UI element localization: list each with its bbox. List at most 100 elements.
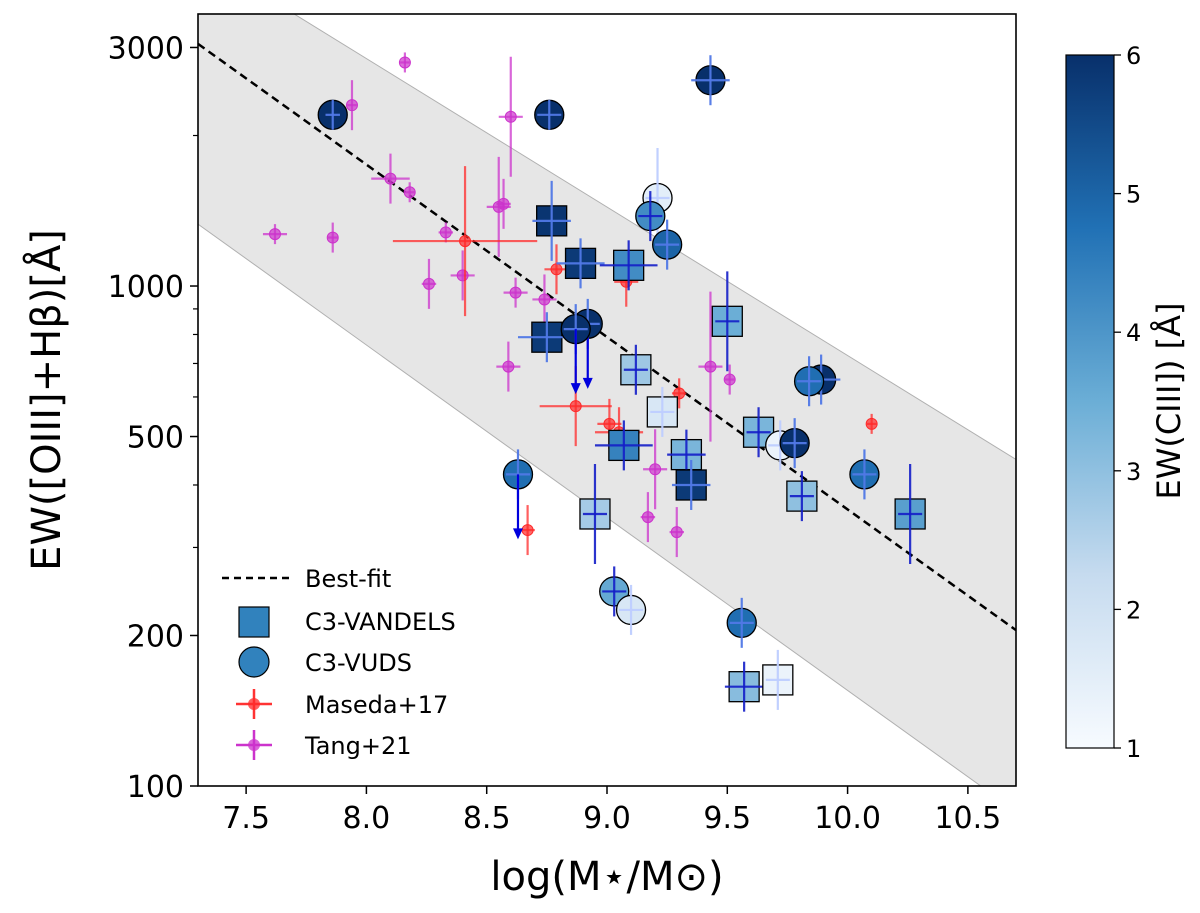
y-tick-label: 3000 — [108, 31, 184, 66]
vuds-point — [560, 304, 591, 395]
x-tick-label: 10.5 — [934, 801, 1001, 836]
point-marker — [268, 228, 281, 241]
tang-point — [345, 80, 358, 131]
tang-point — [262, 224, 288, 245]
x-axis-label: log(M⋆/M⊙) — [490, 854, 723, 900]
point-marker — [550, 263, 563, 276]
point-marker — [439, 226, 452, 239]
tang-point — [643, 429, 668, 510]
tang-point — [532, 274, 557, 325]
vuds-point — [793, 356, 825, 407]
vandels-point — [517, 312, 576, 363]
colorbar: 1 2 3 4 5 6 EW(CIII]) [Å] — [1065, 42, 1188, 763]
vandels-point — [556, 238, 605, 289]
maseda-point — [544, 244, 569, 295]
plot-background — [198, 14, 1016, 786]
legend-square-marker-icon — [238, 606, 270, 638]
tang-point — [496, 341, 521, 392]
point-marker — [521, 524, 534, 537]
legend-label-maseda: Maseda+17 — [305, 691, 448, 719]
point-marker — [641, 511, 654, 524]
vandels-point — [599, 240, 658, 291]
maseda-point — [392, 166, 538, 317]
point-marker — [723, 373, 736, 386]
colorbar-tick-label: 3 — [1126, 458, 1141, 486]
x-axis: 7.5 8.0 8.5 9.0 9.5 10.0 10.5 — [222, 786, 1001, 836]
point-marker — [569, 400, 582, 413]
point-marker — [403, 186, 416, 199]
vandels-point — [667, 429, 706, 480]
tang-point — [503, 277, 528, 308]
point-marker — [345, 99, 358, 112]
point-marker — [603, 417, 616, 430]
vuds-point — [849, 449, 880, 500]
point-marker — [673, 387, 686, 400]
tang-point — [669, 507, 684, 558]
vuds-point — [691, 55, 730, 106]
tang-point — [640, 492, 656, 543]
maseda-point — [865, 413, 878, 434]
vuds-point — [726, 597, 757, 648]
x-tick-label: 8.5 — [463, 801, 511, 836]
tang-point — [403, 182, 416, 203]
vandels-point — [532, 180, 571, 261]
vuds-point — [615, 584, 647, 635]
legend-circle-marker-icon — [238, 646, 270, 678]
legend: Best-fit C3-VANDELS C3-VUDS Maseda+17 Ta… — [222, 565, 456, 760]
vandels-point — [894, 463, 926, 564]
x-tick-label: 9.0 — [583, 801, 631, 836]
y-tick-label: 100 — [127, 770, 184, 805]
vuds-point — [651, 219, 683, 270]
point-marker — [422, 277, 435, 290]
maseda-point — [671, 378, 687, 409]
point-marker — [384, 172, 397, 185]
legend-label-best-fit: Best-fit — [305, 565, 391, 593]
best-fit-line — [198, 42, 1016, 632]
point-marker — [649, 463, 662, 476]
tang-point — [496, 178, 511, 229]
legend-label-vandels: C3-VANDELS — [305, 608, 456, 636]
vuds-point — [779, 418, 810, 469]
point-marker — [502, 360, 515, 373]
point-marker — [459, 235, 472, 248]
colorbar-label: EW(CIII]) [Å] — [1150, 303, 1188, 500]
vandels-point — [579, 463, 611, 564]
vandels-point — [786, 471, 818, 522]
upper-limit-arrow-head — [512, 528, 523, 540]
upper-limit-arrow-head — [582, 377, 593, 389]
colorbar-tick-label: 4 — [1126, 319, 1141, 347]
y-tick-label: 200 — [127, 619, 184, 654]
x-tick-label: 10.0 — [814, 801, 881, 836]
point-marker — [704, 360, 717, 373]
point-marker — [538, 293, 551, 306]
tang-point — [723, 364, 736, 395]
vandels-point — [762, 649, 794, 710]
vandels-point — [671, 459, 711, 510]
x-tick-label: 8.0 — [343, 801, 391, 836]
point-marker — [326, 231, 339, 244]
y-axis-label: EW([OIII]+Hβ)[Å] — [22, 229, 70, 571]
colorbar-tick-label: 6 — [1126, 42, 1141, 70]
tang-point — [398, 52, 411, 73]
legend-label-tang: Tang+21 — [304, 732, 412, 760]
point-marker — [865, 417, 878, 430]
point-marker — [509, 286, 522, 299]
point-marker — [497, 197, 510, 210]
tang-point — [421, 258, 437, 309]
scatter-band — [198, 14, 1016, 786]
y-axis: 100 200 500 1000 3000 — [108, 31, 198, 805]
colorbar-tick-label: 5 — [1126, 181, 1141, 209]
tang-point — [438, 222, 454, 243]
plot-area — [197, 13, 1017, 787]
vandels-point — [711, 271, 743, 372]
vuds-point — [635, 191, 666, 242]
vandels-point — [620, 344, 652, 395]
point-marker — [398, 56, 411, 69]
legend-label-vuds: C3-VUDS — [305, 649, 412, 677]
vuds-point — [534, 99, 565, 130]
x-tick-label: 9.5 — [703, 801, 751, 836]
vandels-point — [724, 661, 764, 712]
upper-limit-arrow-head — [570, 383, 581, 395]
point-marker — [456, 269, 469, 282]
colorbar-tick-label: 2 — [1126, 596, 1141, 624]
